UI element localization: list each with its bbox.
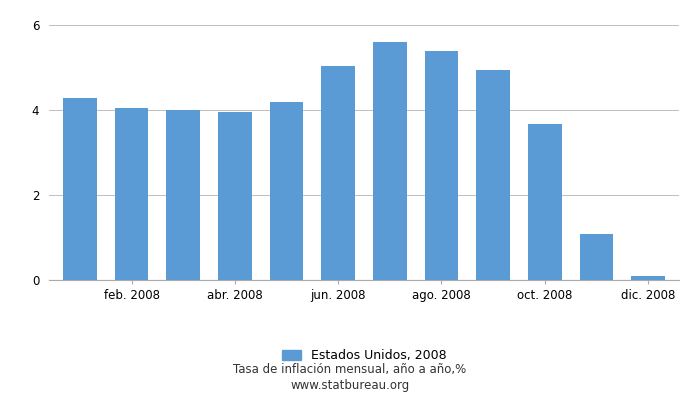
- Bar: [321, 66, 355, 280]
- Text: www.statbureau.org: www.statbureau.org: [290, 380, 410, 392]
- Bar: [528, 124, 561, 280]
- Bar: [631, 276, 665, 280]
- Bar: [476, 70, 510, 280]
- Bar: [425, 51, 458, 280]
- Bar: [270, 102, 303, 280]
- Bar: [115, 108, 148, 280]
- Text: Tasa de inflación mensual, año a año,%: Tasa de inflación mensual, año a año,%: [233, 364, 467, 376]
- Bar: [373, 42, 407, 280]
- Legend: Estados Unidos, 2008: Estados Unidos, 2008: [276, 344, 452, 367]
- Bar: [580, 234, 613, 280]
- Bar: [218, 112, 252, 280]
- Bar: [167, 110, 200, 280]
- Bar: [63, 98, 97, 280]
